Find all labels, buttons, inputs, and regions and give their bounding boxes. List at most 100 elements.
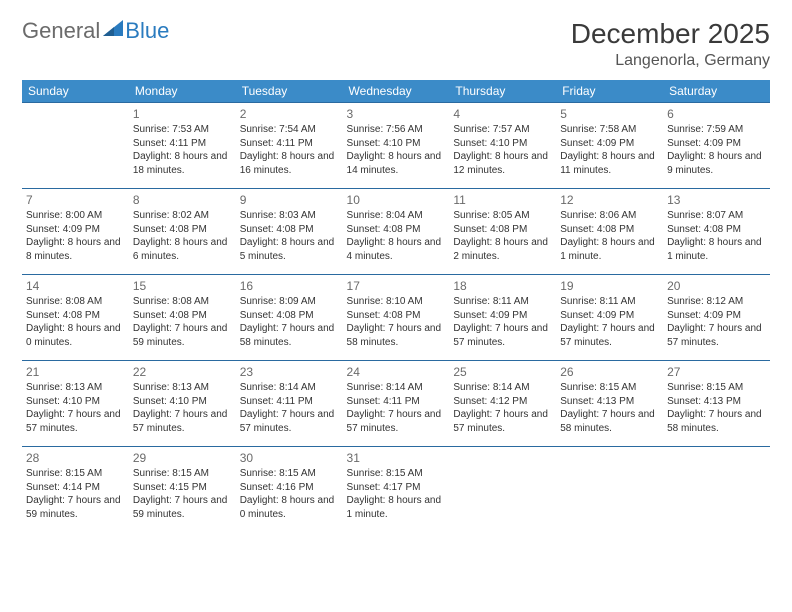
daylight-line: Daylight: 8 hours and 2 minutes. [453,236,552,263]
day-number: 25 [453,364,552,380]
sunset-line: Sunset: 4:08 PM [453,223,552,237]
sunset-line: Sunset: 4:08 PM [667,223,766,237]
sunrise-line: Sunrise: 8:04 AM [347,209,446,223]
day-header: Friday [556,80,663,103]
calendar-week-row: 21Sunrise: 8:13 AMSunset: 4:10 PMDayligh… [22,361,770,447]
calendar-cell: 20Sunrise: 8:12 AMSunset: 4:09 PMDayligh… [663,275,770,361]
day-number: 14 [26,278,125,294]
sunrise-line: Sunrise: 8:03 AM [240,209,339,223]
sunrise-line: Sunrise: 8:15 AM [667,381,766,395]
daylight-line: Daylight: 7 hours and 59 minutes. [133,494,232,521]
sunset-line: Sunset: 4:09 PM [453,309,552,323]
day-number: 11 [453,192,552,208]
sunset-line: Sunset: 4:13 PM [667,395,766,409]
daylight-line: Daylight: 8 hours and 0 minutes. [240,494,339,521]
sunrise-line: Sunrise: 8:08 AM [26,295,125,309]
calendar-cell: 6Sunrise: 7:59 AMSunset: 4:09 PMDaylight… [663,103,770,189]
day-number: 7 [26,192,125,208]
daylight-line: Daylight: 7 hours and 57 minutes. [26,408,125,435]
calendar-cell: 16Sunrise: 8:09 AMSunset: 4:08 PMDayligh… [236,275,343,361]
calendar-cell [449,447,556,533]
daylight-line: Daylight: 7 hours and 57 minutes. [667,322,766,349]
calendar-cell: 26Sunrise: 8:15 AMSunset: 4:13 PMDayligh… [556,361,663,447]
sunset-line: Sunset: 4:11 PM [133,137,232,151]
calendar-cell [556,447,663,533]
sunset-line: Sunset: 4:08 PM [240,309,339,323]
daylight-line: Daylight: 7 hours and 57 minutes. [240,408,339,435]
sunrise-line: Sunrise: 8:10 AM [347,295,446,309]
calendar-cell [663,447,770,533]
calendar-cell: 22Sunrise: 8:13 AMSunset: 4:10 PMDayligh… [129,361,236,447]
daylight-line: Daylight: 8 hours and 12 minutes. [453,150,552,177]
day-number: 8 [133,192,232,208]
day-number: 30 [240,450,339,466]
logo-text-general: General [22,18,100,44]
day-number: 17 [347,278,446,294]
daylight-line: Daylight: 8 hours and 4 minutes. [347,236,446,263]
sunset-line: Sunset: 4:13 PM [560,395,659,409]
calendar-table: SundayMondayTuesdayWednesdayThursdayFrid… [22,80,770,533]
day-header: Thursday [449,80,556,103]
sunrise-line: Sunrise: 8:15 AM [560,381,659,395]
sunset-line: Sunset: 4:11 PM [240,395,339,409]
calendar-cell: 31Sunrise: 8:15 AMSunset: 4:17 PMDayligh… [343,447,450,533]
daylight-line: Daylight: 7 hours and 58 minutes. [240,322,339,349]
daylight-line: Daylight: 8 hours and 16 minutes. [240,150,339,177]
calendar-week-row: 7Sunrise: 8:00 AMSunset: 4:09 PMDaylight… [22,189,770,275]
daylight-line: Daylight: 7 hours and 58 minutes. [667,408,766,435]
sunrise-line: Sunrise: 8:15 AM [347,467,446,481]
calendar-week-row: 14Sunrise: 8:08 AMSunset: 4:08 PMDayligh… [22,275,770,361]
calendar-cell: 12Sunrise: 8:06 AMSunset: 4:08 PMDayligh… [556,189,663,275]
sunrise-line: Sunrise: 8:15 AM [240,467,339,481]
daylight-line: Daylight: 8 hours and 18 minutes. [133,150,232,177]
sunset-line: Sunset: 4:08 PM [560,223,659,237]
daylight-line: Daylight: 7 hours and 57 minutes. [133,408,232,435]
sunset-line: Sunset: 4:09 PM [667,309,766,323]
sunrise-line: Sunrise: 8:14 AM [240,381,339,395]
sunrise-line: Sunrise: 7:58 AM [560,123,659,137]
calendar-cell: 27Sunrise: 8:15 AMSunset: 4:13 PMDayligh… [663,361,770,447]
daylight-line: Daylight: 8 hours and 0 minutes. [26,322,125,349]
sunset-line: Sunset: 4:10 PM [26,395,125,409]
day-header: Sunday [22,80,129,103]
sunrise-line: Sunrise: 8:11 AM [560,295,659,309]
day-number: 16 [240,278,339,294]
day-number: 2 [240,106,339,122]
calendar-cell: 25Sunrise: 8:14 AMSunset: 4:12 PMDayligh… [449,361,556,447]
sunset-line: Sunset: 4:08 PM [347,309,446,323]
day-number: 15 [133,278,232,294]
day-number: 6 [667,106,766,122]
calendar-week-row: 28Sunrise: 8:15 AMSunset: 4:14 PMDayligh… [22,447,770,533]
sunrise-line: Sunrise: 8:15 AM [133,467,232,481]
sunrise-line: Sunrise: 8:14 AM [347,381,446,395]
calendar-cell: 19Sunrise: 8:11 AMSunset: 4:09 PMDayligh… [556,275,663,361]
sunrise-line: Sunrise: 8:06 AM [560,209,659,223]
sunset-line: Sunset: 4:11 PM [347,395,446,409]
daylight-line: Daylight: 8 hours and 1 minute. [560,236,659,263]
calendar-cell: 9Sunrise: 8:03 AMSunset: 4:08 PMDaylight… [236,189,343,275]
daylight-line: Daylight: 8 hours and 5 minutes. [240,236,339,263]
day-number: 31 [347,450,446,466]
sunrise-line: Sunrise: 8:00 AM [26,209,125,223]
day-number: 19 [560,278,659,294]
sunset-line: Sunset: 4:08 PM [347,223,446,237]
day-number: 23 [240,364,339,380]
sunset-line: Sunset: 4:10 PM [133,395,232,409]
day-number: 24 [347,364,446,380]
calendar-cell: 29Sunrise: 8:15 AMSunset: 4:15 PMDayligh… [129,447,236,533]
calendar-cell: 11Sunrise: 8:05 AMSunset: 4:08 PMDayligh… [449,189,556,275]
calendar-cell: 7Sunrise: 8:00 AMSunset: 4:09 PMDaylight… [22,189,129,275]
calendar-cell: 14Sunrise: 8:08 AMSunset: 4:08 PMDayligh… [22,275,129,361]
calendar-cell: 24Sunrise: 8:14 AMSunset: 4:11 PMDayligh… [343,361,450,447]
calendar-body: 1Sunrise: 7:53 AMSunset: 4:11 PMDaylight… [22,103,770,533]
calendar-cell: 28Sunrise: 8:15 AMSunset: 4:14 PMDayligh… [22,447,129,533]
day-number: 27 [667,364,766,380]
calendar-cell: 3Sunrise: 7:56 AMSunset: 4:10 PMDaylight… [343,103,450,189]
calendar-cell: 10Sunrise: 8:04 AMSunset: 4:08 PMDayligh… [343,189,450,275]
calendar-cell: 4Sunrise: 7:57 AMSunset: 4:10 PMDaylight… [449,103,556,189]
day-number: 4 [453,106,552,122]
sunset-line: Sunset: 4:08 PM [133,309,232,323]
calendar-cell: 13Sunrise: 8:07 AMSunset: 4:08 PMDayligh… [663,189,770,275]
daylight-line: Daylight: 8 hours and 14 minutes. [347,150,446,177]
daylight-line: Daylight: 7 hours and 57 minutes. [347,408,446,435]
